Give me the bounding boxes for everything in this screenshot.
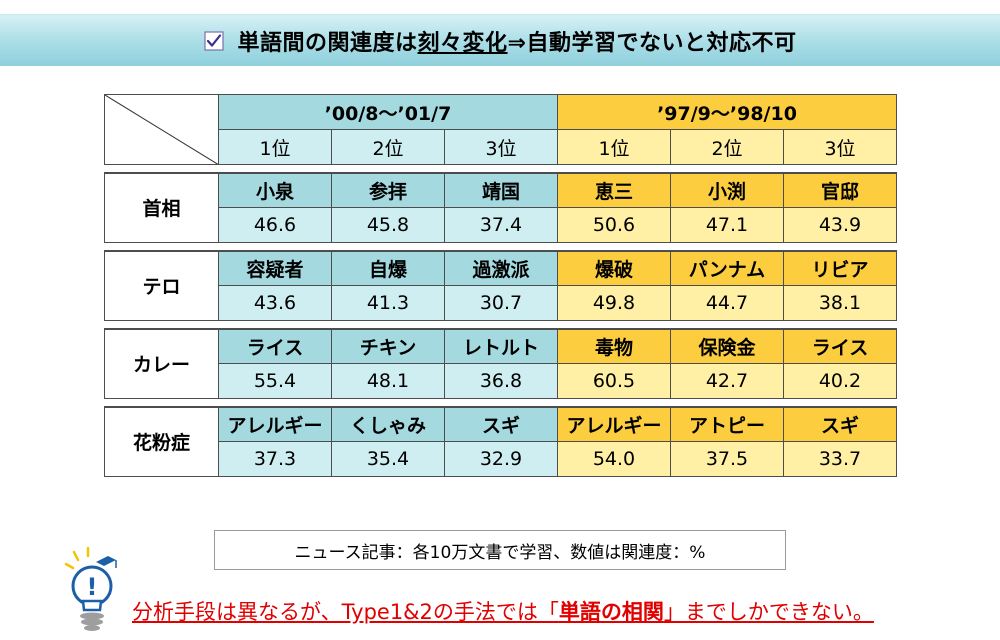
- lightbulb-icon: !: [62, 546, 122, 638]
- value-cell: 47.1: [670, 207, 784, 243]
- word-cell: 官邸: [783, 171, 897, 208]
- row-gap: [104, 164, 897, 173]
- value-cell: 30.7: [444, 285, 558, 321]
- value-cell: 42.7: [670, 363, 784, 399]
- rank-header: 3位: [444, 129, 558, 165]
- source-note: ニュース記事：各10万文書で学習、数値は関連度：%: [214, 530, 786, 570]
- category-label: 首相: [104, 171, 219, 243]
- period-a-header: ’00/8～’01/7: [218, 94, 558, 130]
- value-cell: 46.6: [218, 207, 332, 243]
- value-cell: 38.1: [783, 285, 897, 321]
- relevance-table: ’00/8～’01/7 ’97/9～’98/10 1位 2位 3位 1位 2位 …: [104, 94, 897, 477]
- value-cell: 36.8: [444, 363, 558, 399]
- word-cell: 過激派: [444, 249, 558, 286]
- word-cell: 爆破: [557, 249, 671, 286]
- conclusion-emphasis: 単語の相関: [558, 600, 664, 624]
- value-cell: 45.8: [331, 207, 445, 243]
- word-cell: スギ: [444, 405, 558, 442]
- word-cell: 容疑者: [218, 249, 332, 286]
- corner-diagonal-icon: [105, 95, 218, 164]
- word-cell: スギ: [783, 405, 897, 442]
- rank-header: 1位: [557, 129, 671, 165]
- title-part-1: 単語間の関連度は: [237, 30, 418, 56]
- word-cell: 靖国: [444, 171, 558, 208]
- checkbox-check-icon: [203, 30, 224, 51]
- conclusion-part-1: 分析手段は異なるが、Type1&2の手法では「: [132, 600, 559, 624]
- word-cell: ライス: [783, 327, 897, 364]
- value-cell: 40.2: [783, 363, 897, 399]
- period-b-header: ’97/9～’98/10: [557, 94, 897, 130]
- title-emphasis: 刻々変化: [417, 30, 508, 56]
- rank-header: 1位: [218, 129, 332, 165]
- rank-header: 3位: [783, 129, 897, 165]
- slide-title: 単語間の関連度は刻々変化⇒自動学習でないと対応不可: [238, 25, 797, 57]
- value-cell: 44.7: [670, 285, 784, 321]
- row-gap: [104, 320, 897, 329]
- row-gap: [104, 242, 897, 251]
- value-cell: 33.7: [783, 441, 897, 477]
- svg-text:!: !: [87, 573, 98, 601]
- word-cell: リビア: [783, 249, 897, 286]
- title-inner: 単語間の関連度は刻々変化⇒自動学習でないと対応不可: [203, 25, 797, 57]
- word-cell: 小渕: [670, 171, 784, 208]
- category-label: カレー: [104, 327, 219, 399]
- word-cell: ライス: [218, 327, 332, 364]
- word-cell: アトピー: [670, 405, 784, 442]
- value-cell: 37.3: [218, 441, 332, 477]
- word-cell: 自爆: [331, 249, 445, 286]
- value-cell: 49.8: [557, 285, 671, 321]
- category-label: 花粉症: [104, 405, 219, 477]
- word-cell: 保険金: [670, 327, 784, 364]
- rank-header: 2位: [331, 129, 445, 165]
- rank-header: 2位: [670, 129, 784, 165]
- value-cell: 35.4: [331, 441, 445, 477]
- conclusion-part-2: 」までしかできない。: [663, 600, 874, 624]
- word-cell: 小泉: [218, 171, 332, 208]
- word-cell: アレルギー: [557, 405, 671, 442]
- value-cell: 60.5: [557, 363, 671, 399]
- word-cell: アレルギー: [218, 405, 332, 442]
- word-cell: レトルト: [444, 327, 558, 364]
- value-cell: 48.1: [331, 363, 445, 399]
- word-cell: チキン: [331, 327, 445, 364]
- row-gap: [104, 398, 897, 407]
- word-cell: 毒物: [557, 327, 671, 364]
- value-cell: 32.9: [444, 441, 558, 477]
- value-cell: 41.3: [331, 285, 445, 321]
- value-cell: 50.6: [557, 207, 671, 243]
- value-cell: 43.9: [783, 207, 897, 243]
- conclusion-text: 分析手段は異なるが、Type1&2の手法では「単語の相関」までしかできない。: [132, 596, 992, 626]
- value-cell: 37.4: [444, 207, 558, 243]
- word-cell: パンナム: [670, 249, 784, 286]
- word-cell: 恵三: [557, 171, 671, 208]
- word-cell: 参拝: [331, 171, 445, 208]
- value-cell: 37.5: [670, 441, 784, 477]
- value-cell: 43.6: [218, 285, 332, 321]
- category-label: テロ: [104, 249, 219, 321]
- table-corner-cell: [104, 94, 219, 165]
- word-cell: くしゃみ: [331, 405, 445, 442]
- value-cell: 54.0: [557, 441, 671, 477]
- title-bar: 単語間の関連度は刻々変化⇒自動学習でないと対応不可: [0, 14, 1000, 66]
- title-part-2: ⇒自動学習でないと対応不可: [507, 30, 797, 56]
- value-cell: 55.4: [218, 363, 332, 399]
